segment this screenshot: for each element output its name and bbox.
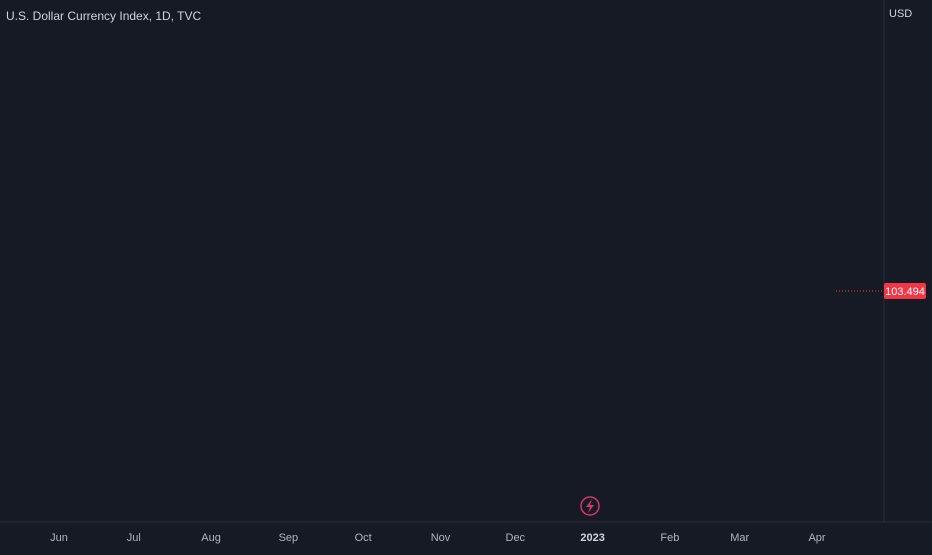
chart-title: U.S. Dollar Currency Index, 1D, TVC: [6, 9, 202, 23]
time-axis[interactable]: Jun Jul Aug Sep Oct Nov Dec 2023 Feb Mar Apr: [50, 532, 826, 544]
x-tick-label: Apr: [808, 532, 825, 544]
lightning-icon[interactable]: [580, 496, 600, 516]
x-tick-label: Aug: [201, 532, 221, 544]
last-price-value: 103.494: [885, 286, 925, 298]
x-tick-label: Mar: [730, 532, 749, 544]
x-tick-label: Feb: [660, 532, 679, 544]
last-price-label-bg: [884, 283, 926, 299]
currency-label: USD: [889, 8, 913, 20]
x-tick-label: Jul: [127, 532, 141, 544]
x-tick-label: 2023: [580, 532, 604, 544]
last-price-label: 103.494: [884, 283, 926, 299]
x-tick-label: Dec: [506, 532, 526, 544]
x-tick-label: Oct: [355, 532, 372, 544]
x-tick-label: Nov: [431, 532, 451, 544]
x-tick-label: Jun: [50, 532, 68, 544]
x-tick-label: Sep: [279, 532, 299, 544]
